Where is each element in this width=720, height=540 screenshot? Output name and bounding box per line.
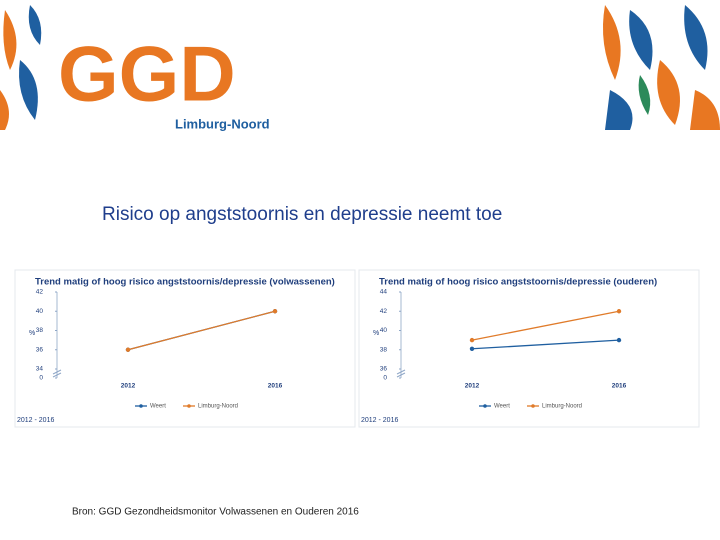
source: Bron: GGD Gezondheidsmonitor Volwassenen… (72, 507, 359, 518)
point (616, 337, 622, 343)
y-tick-label: 44 (380, 289, 388, 296)
y-tick-label: 34 (36, 366, 44, 373)
axis-break (396, 369, 406, 378)
y-tick-label: 36 (36, 346, 44, 353)
series-line (471, 310, 620, 341)
chart-footer: 2012 - 2016 (361, 417, 398, 424)
chart-panel (14, 269, 356, 428)
point (469, 337, 475, 343)
y-axis-label: % (373, 330, 379, 337)
x-tick-label: 2012 (465, 383, 480, 390)
legend-label: Weert (150, 404, 166, 410)
logo-name: GGD (58, 30, 236, 118)
point (125, 347, 131, 352)
x-tick-label: 2016 (268, 383, 283, 390)
slide-title: Risico op angststoornis en depressie nee… (102, 204, 502, 225)
y-tick-label: 42 (380, 308, 388, 315)
legend-label: Weert (494, 404, 510, 410)
decoration (0, 0, 720, 130)
chart-footer: 2012 - 2016 (17, 417, 54, 424)
x-tick-label: 2016 (612, 383, 627, 390)
legend-dot (531, 404, 535, 408)
legend-label: Limburg-Noord (542, 404, 582, 410)
chart-title: Trend matig of hoog risico angststoornis… (379, 277, 657, 288)
chart-title: Trend matig of hoog risico angststoornis… (35, 277, 335, 288)
chart-panel (358, 269, 700, 428)
y-tick-label: 42 (36, 289, 44, 296)
y-tick-label: 38 (380, 346, 388, 353)
series-line (127, 310, 276, 351)
legend-dot (139, 404, 143, 408)
legend-label: Limburg-Noord (198, 404, 238, 410)
axis-break (52, 369, 62, 378)
legend-dot (483, 404, 487, 408)
point (469, 346, 475, 351)
y-tick-label: 0 (383, 375, 387, 382)
x-tick-label: 2012 (121, 383, 136, 390)
y-axis-label: % (29, 330, 35, 337)
point (616, 309, 622, 314)
point (272, 309, 278, 314)
y-tick-label: 40 (380, 327, 388, 334)
series-line (471, 339, 620, 350)
y-tick-label: 36 (380, 366, 388, 373)
legend-dot (187, 404, 191, 408)
y-tick-label: 40 (36, 308, 44, 315)
y-tick-label: 38 (36, 327, 44, 334)
logo-region: Limburg-Noord (175, 116, 270, 131)
y-tick-label: 0 (39, 375, 43, 382)
